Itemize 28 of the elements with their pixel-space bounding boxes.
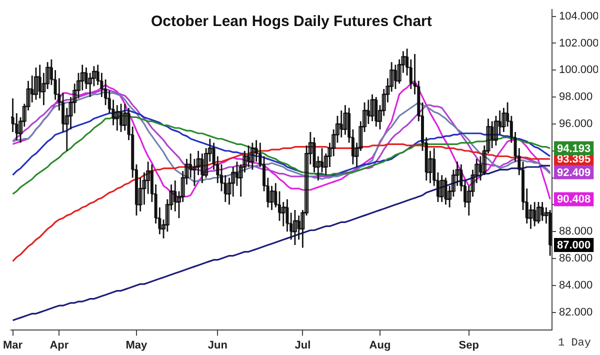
y-tick-label: 84.000 <box>559 279 593 292</box>
data-label: 93.395 <box>557 154 591 166</box>
data-label: 90.408 <box>557 194 591 206</box>
y-tick-label: 86.000 <box>559 252 593 265</box>
x-tick-label: Sep <box>458 339 480 352</box>
x-tick-label: Jul <box>294 339 311 352</box>
candlestick <box>536 201 540 224</box>
y-tick-label: 88.000 <box>559 226 593 238</box>
candlestick <box>250 142 254 170</box>
candlestick <box>440 174 444 203</box>
chart-title: October Lean Hogs Daily Futures Chart <box>150 13 432 30</box>
candlestick <box>34 66 38 100</box>
candlestick <box>292 209 297 246</box>
y-tick-label: 102.000 <box>559 37 599 50</box>
y-tick-label: 100.000 <box>559 64 599 76</box>
x-tick-label: Aug <box>369 339 391 352</box>
y-tick-label: 104.000 <box>559 10 599 22</box>
x-tick-label: Jun <box>208 339 228 352</box>
text: 1 Day <box>558 337 592 350</box>
data-label: 92.409 <box>557 166 591 179</box>
annotation: 87.000 <box>557 240 591 252</box>
x-tick-label: May <box>126 339 148 352</box>
x-tick-label: Mar <box>3 339 24 352</box>
y-tick-label: 98.000 <box>559 91 593 104</box>
y-tick-label: 82.000 <box>559 306 593 318</box>
data-label: 94.193 <box>557 142 591 155</box>
y-tick-label: 96.000 <box>559 118 593 130</box>
x-tick-label: Apr <box>50 339 70 352</box>
